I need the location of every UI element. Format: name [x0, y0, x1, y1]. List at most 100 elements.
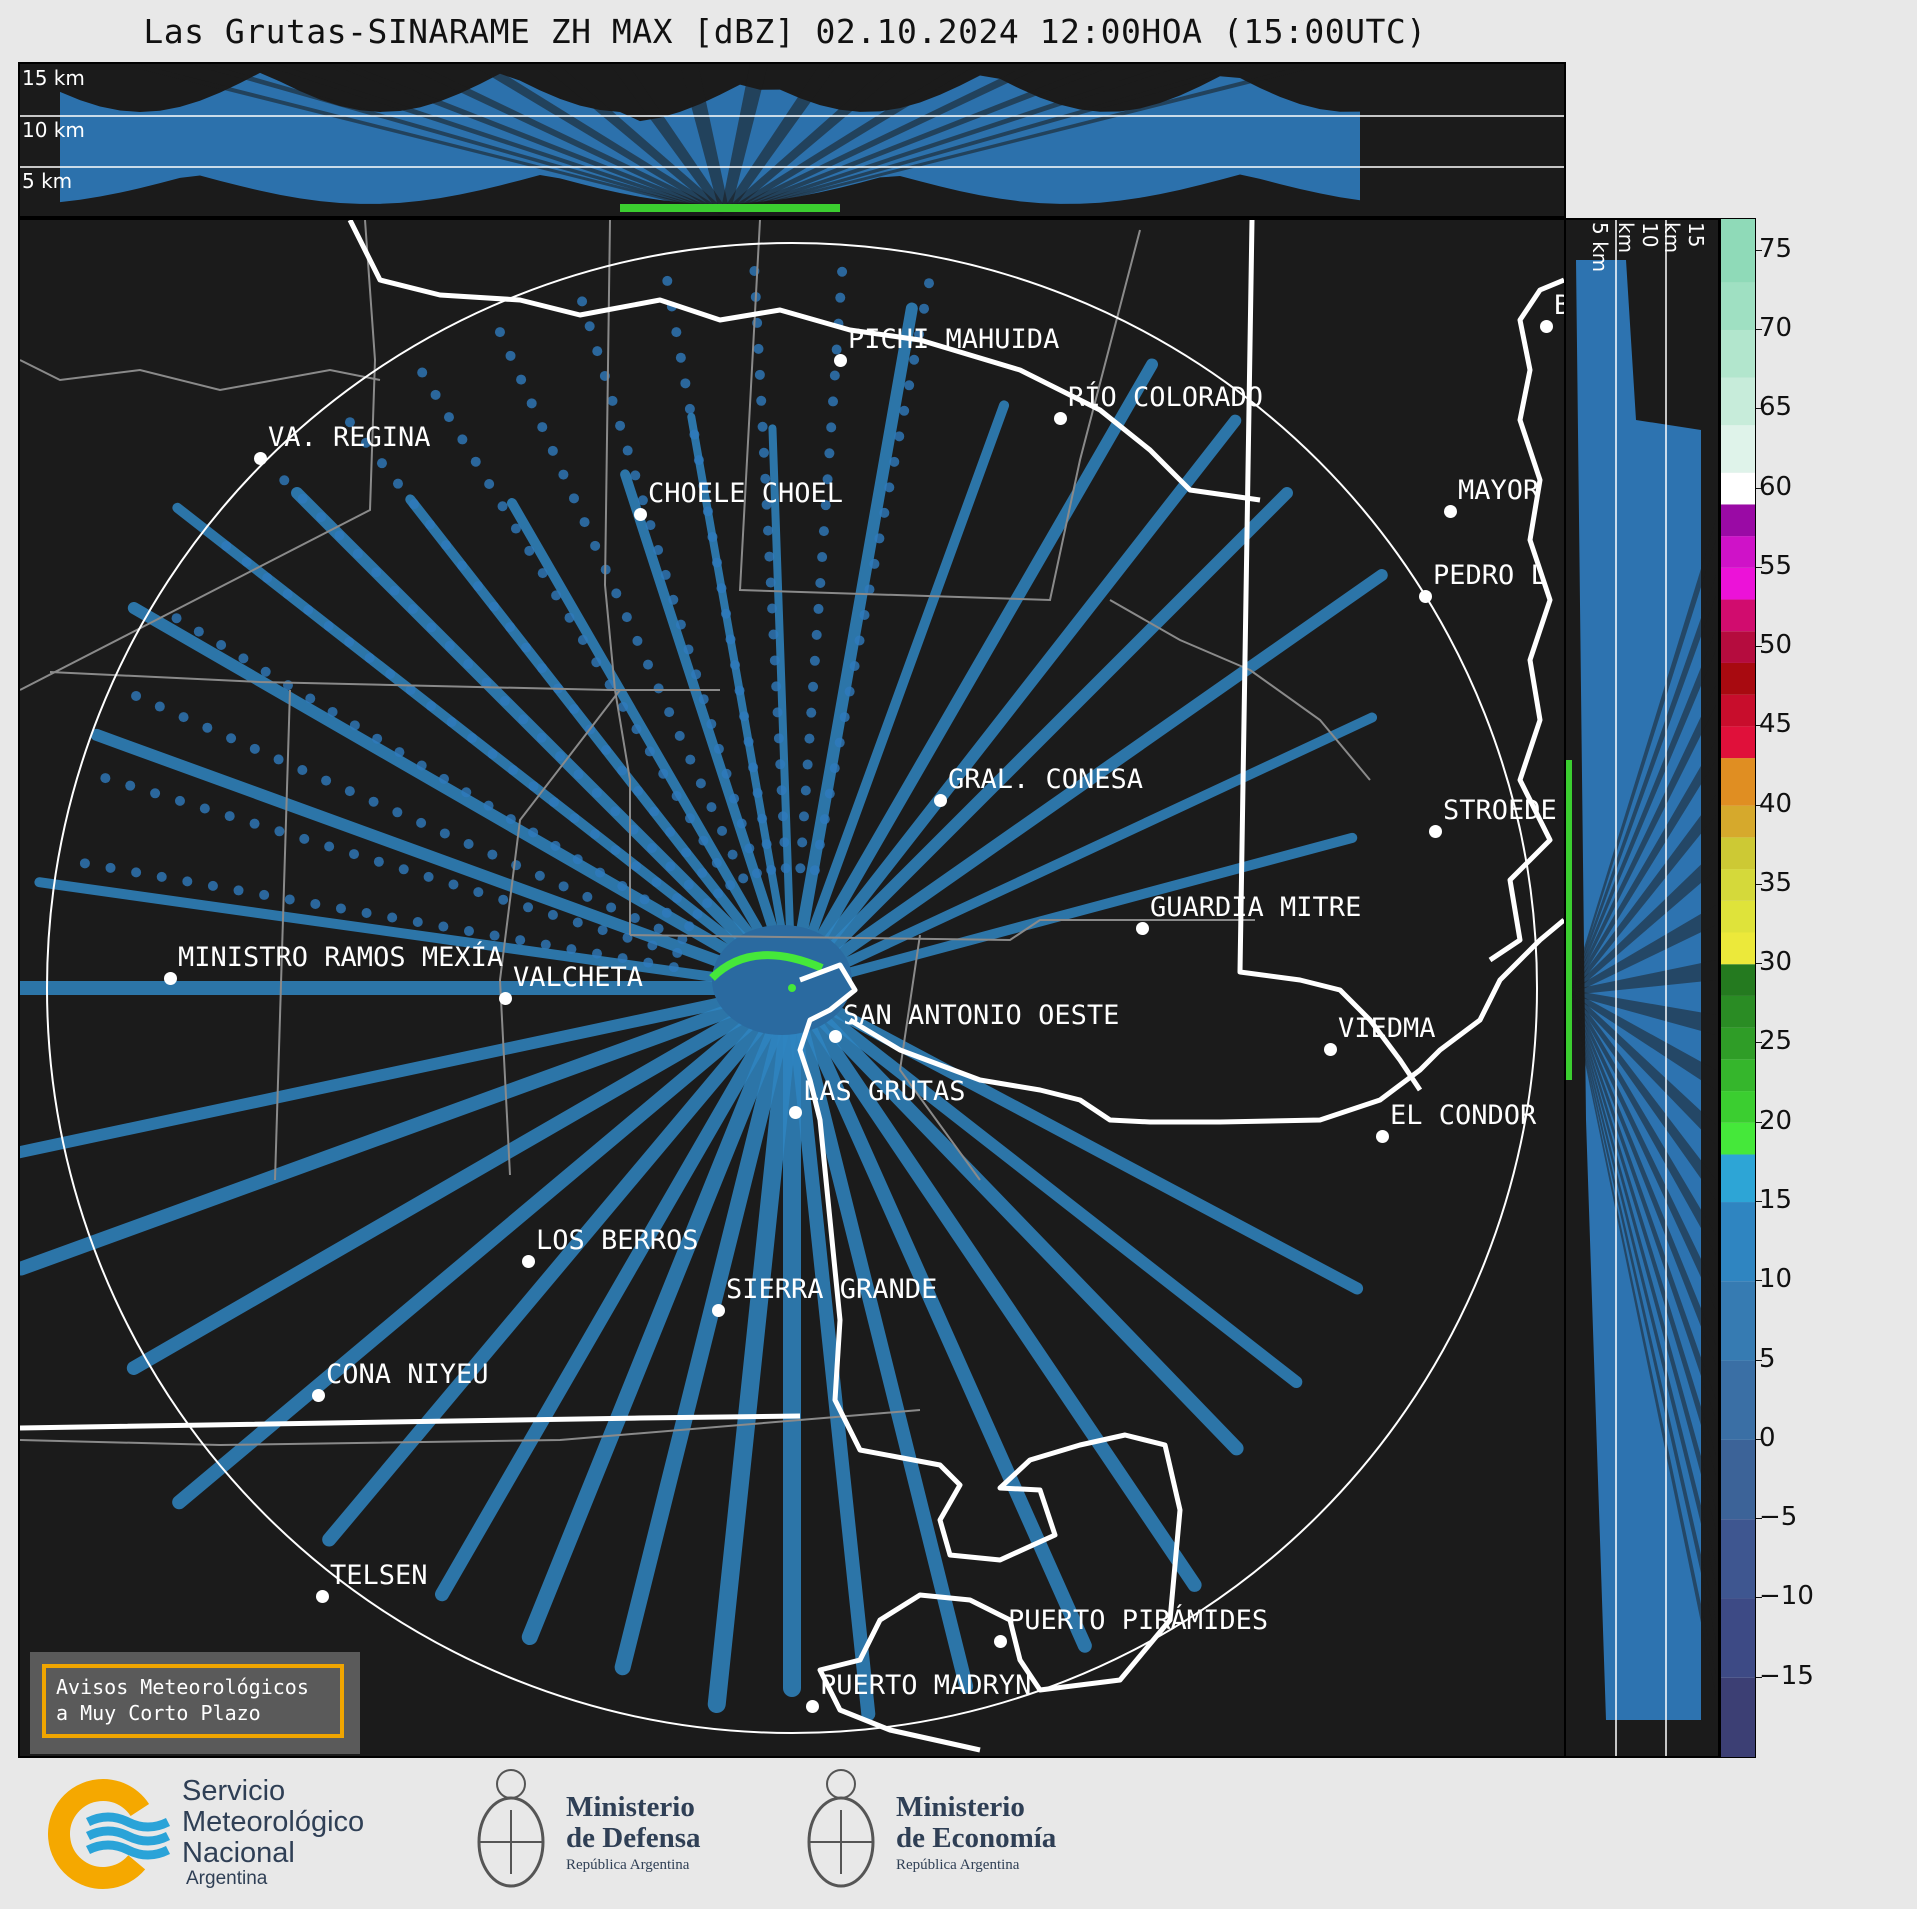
reflectivity-dot: [651, 877, 662, 888]
city-marker-san-antonio-oeste[interactable]: [829, 1030, 842, 1043]
defensa-line1: Ministerio: [566, 1791, 695, 1823]
reflectivity-dot: [131, 867, 142, 878]
city-marker-los-berros[interactable]: [522, 1255, 535, 1268]
reflectivity-dot: [423, 871, 434, 882]
reflectivity-ray: [785, 981, 876, 1722]
city-label-telsen: TELSEN: [330, 1560, 428, 1591]
reflectivity-dot: [349, 720, 360, 731]
city-marker-mayor[interactable]: [1444, 505, 1457, 518]
reflectivity-dot: [630, 470, 641, 481]
reflectivity-dot: [711, 557, 722, 568]
colorbar-tick-label: 0: [1759, 1422, 1776, 1453]
reflectivity-dot: [373, 856, 384, 867]
reflectivity-dot: [909, 354, 920, 365]
reflectivity-dot: [582, 891, 593, 902]
reflectivity-dot: [716, 583, 727, 594]
reflectivity-dot: [233, 885, 244, 896]
reflectivity-dot: [776, 785, 787, 796]
reflectivity-dot: [707, 531, 718, 542]
reflectivity-dot: [914, 329, 925, 340]
reflectivity-dot: [324, 841, 335, 852]
reflectivity-dot: [150, 788, 161, 799]
reflectivity-dot: [671, 893, 682, 904]
reflectivity-dot: [849, 661, 860, 672]
reflectivity-dot: [834, 737, 845, 748]
top-echo-gap: [120, 64, 730, 214]
city-marker-puerto-madryn[interactable]: [806, 1700, 819, 1713]
city-label-pichi-mahuida: PICHI MAHUIDA: [848, 324, 1060, 355]
province-border: [1109, 599, 1371, 781]
top-echo-gap: [540, 64, 730, 214]
reflectivity-dot: [633, 785, 644, 796]
city-marker-el-condor[interactable]: [1376, 1130, 1389, 1143]
reflectivity-dot: [779, 837, 790, 848]
province-border: [629, 919, 1255, 942]
reflectivity-dot: [259, 889, 270, 900]
reflectivity-dot: [813, 603, 824, 614]
reflectivity-dot: [494, 327, 505, 338]
city-marker-puerto-piramides[interactable]: [994, 1635, 1007, 1648]
reflectivity-dot: [417, 367, 428, 378]
reflectivity-dot: [439, 828, 450, 839]
reflectivity-dot: [706, 719, 717, 730]
reflectivity-dot: [392, 478, 403, 489]
reflectivity-dot: [376, 458, 387, 469]
reflectivity-dot: [412, 917, 423, 928]
reflectivity-dot: [684, 403, 695, 414]
city-marker-rio-colorado[interactable]: [1054, 412, 1067, 425]
reflectivity-dot: [279, 475, 290, 486]
city-marker-sierra-grande[interactable]: [712, 1304, 725, 1317]
side-echo-gap: [1571, 990, 1716, 1420]
city-marker-guardia-mitre[interactable]: [1136, 922, 1149, 935]
city-marker-va-regina[interactable]: [254, 452, 267, 465]
reflectivity-dot: [769, 655, 780, 666]
reflectivity-dot: [604, 679, 615, 690]
reflectivity-dot: [344, 786, 355, 797]
radar-map-panel[interactable]: PICHI MAHUIDA RÍO COLORADO VA. REGINA CHOEL…: [18, 218, 1566, 1758]
reflectivity-dot: [662, 275, 673, 286]
reflectivity-dot: [646, 842, 657, 853]
top-echo-gap: [720, 64, 768, 214]
reflectivity-dot: [407, 603, 418, 614]
city-label-cona-niyeu: CONA NIYEU: [326, 1359, 489, 1390]
city-marker-choele-choel[interactable]: [634, 508, 647, 521]
reflectivity-ray: [90, 728, 798, 994]
reflectivity-dot: [537, 422, 548, 433]
city-marker-gral-conesa[interactable]: [934, 794, 947, 807]
reflectivity-dot: [764, 551, 775, 562]
side-echo-gap: [1571, 685, 1716, 995]
reflectivity-dot: [178, 712, 189, 723]
reflectivity-dot: [713, 888, 724, 899]
city-marker-b[interactable]: [1540, 320, 1553, 333]
city-marker-ministro-ramos-mexia[interactable]: [164, 972, 177, 985]
city-marker-valcheta[interactable]: [499, 992, 512, 1005]
reflectivity-ray: [435, 981, 799, 1602]
reflectivity-dot: [809, 655, 820, 666]
colorbar-tick-mark: [1756, 963, 1762, 965]
city-marker-cona-niyeu[interactable]: [312, 1389, 325, 1402]
reflectivity-dot: [717, 825, 728, 836]
city-marker-pedro-l[interactable]: [1419, 590, 1432, 603]
reflectivity-dot: [727, 849, 738, 860]
city-marker-stroeder[interactable]: [1429, 825, 1442, 838]
reflectivity-dot: [569, 813, 580, 824]
reflectivity-dot: [387, 912, 398, 923]
city-marker-viedma[interactable]: [1324, 1043, 1337, 1056]
reflectivity-dot: [497, 501, 508, 512]
city-marker-las-grutas[interactable]: [789, 1106, 802, 1119]
colorbar-segment: [1721, 995, 1755, 1028]
reflectivity-dot: [711, 857, 722, 868]
city-marker-pichi-mahuida[interactable]: [834, 354, 847, 367]
reflectivity-ray: [787, 832, 1358, 993]
reflectivity-dot: [765, 577, 776, 588]
reflectivity-dot: [839, 712, 850, 723]
reflectivity-dot: [443, 412, 454, 423]
reflectivity-dot: [174, 795, 185, 806]
reflectivity-ray: [614, 980, 800, 1676]
reflectivity-dot: [628, 824, 639, 835]
province-border: [498, 689, 621, 1176]
reflectivity-dot: [808, 681, 819, 692]
reflectivity-dot: [487, 749, 498, 760]
reflectivity-dot: [831, 344, 842, 355]
city-marker-telsen[interactable]: [316, 1590, 329, 1603]
